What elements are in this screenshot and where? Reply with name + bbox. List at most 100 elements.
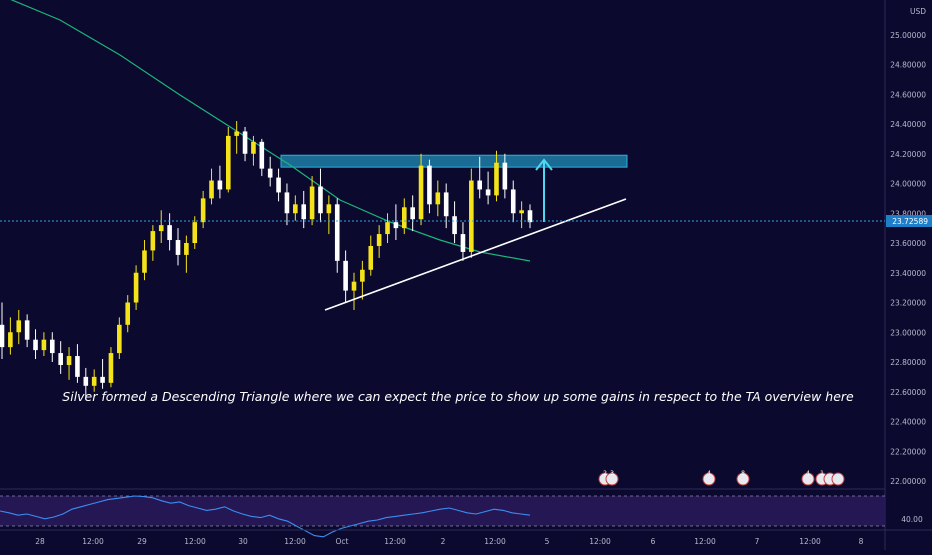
candle-body [267,168,273,178]
moving-average-layer [10,0,531,262]
candle-body [209,180,214,199]
time-tick-label: 12:00 [694,537,716,546]
candle-body [200,198,206,223]
price-tick-label: 22.40000 [890,418,926,427]
price-axis-background [885,0,932,550]
candle-body [192,222,198,243]
event-badge-count: 4 [806,470,810,477]
rsi-level-label: 40.00 [901,515,923,524]
candle-body [527,210,533,223]
event-badge[interactable] [831,472,845,486]
candle-body [259,141,265,169]
candle-body [443,192,449,217]
candle-body [376,234,382,246]
candle-body [234,131,239,136]
time-axis[interactable]: 28 12:00 29 12:00 30 12:00 Oct 12:00 2 12:00 5 12:0… [0,529,932,546]
candle-body [251,141,256,154]
candle-body [301,204,307,220]
candle-body [452,216,457,235]
candle-body [41,339,47,351]
current-price-layer: 23.72589 [0,215,932,227]
candle-body [326,204,332,214]
time-tick-label: 28 [35,537,45,546]
current-price-tag [886,215,932,227]
candle-body [460,234,466,252]
candle-body [225,135,231,190]
current-price-label: 23.72589 [892,217,928,226]
candle-body [418,165,424,220]
resistance-zone-layer [280,154,628,168]
candle-body [133,272,139,303]
time-tick-label: 12:00 [589,537,611,546]
rsi-line [0,495,531,538]
time-tick-label: 12:00 [484,537,506,546]
candle-body [8,332,13,348]
event-badge[interactable] [702,472,716,486]
candle-body [410,207,415,220]
time-tick-label: 6 [651,537,656,546]
candle-body [360,269,365,282]
candle-body [393,222,399,229]
candle-body [142,250,147,273]
candle-body [309,186,315,220]
time-tick-label: Oct [336,537,349,546]
time-tick-label: 29 [137,537,147,546]
candle-body [510,189,516,214]
event-badge[interactable] [801,472,815,486]
candle-body [16,320,22,333]
event-badge-count: 1 [820,470,824,477]
price-tick-label: 23.20000 [890,299,926,308]
candle-body [66,356,72,365]
candle-body [519,210,524,214]
candle-body [49,339,55,354]
price-tick-label: 24.80000 [890,61,926,70]
candle-body [100,376,105,383]
event-badge[interactable] [605,472,619,486]
time-tick-label: 7 [755,537,760,546]
currency-label: USD [910,7,926,16]
support-trendline [324,198,627,311]
candle-body [125,302,131,325]
price-tick-label: 24.00000 [890,180,926,189]
candle-body [0,324,5,348]
candle-body [293,204,298,214]
candle-body [83,376,89,386]
price-tick-label: 22.00000 [890,477,926,486]
price-tick-label: 23.00000 [890,328,926,337]
moving-average-line [10,0,531,262]
time-tick-label: 12:00 [284,537,306,546]
candles-layer [0,121,533,400]
candle-body [184,243,189,255]
price-tick-label: 25.00000 [890,31,926,40]
candle-body [242,131,248,154]
time-tick-label: 12:00 [384,537,406,546]
price-axis[interactable]: 22.00000 22.20000 22.40000 22.60000 22.80000… [884,0,932,550]
event-badge-count: 2 [603,470,607,477]
time-tick-label: 12:00 [799,537,821,546]
candle-body [351,281,357,291]
candle-body [158,225,164,232]
price-tick-label: 22.20000 [890,447,926,456]
candle-body [485,189,491,196]
candle-body [24,320,30,340]
candle-body [117,324,122,354]
time-tick-label: 5 [545,537,550,546]
resistance-zone [280,154,628,168]
price-tick-label: 24.40000 [890,120,926,129]
time-tick-label: 8 [859,537,864,546]
drawings-layer [324,158,627,311]
rsi-pane: 40.00 [0,488,923,538]
candle-body [368,245,374,270]
price-tick-label: 23.60000 [890,239,926,248]
rsi-band [0,496,885,526]
candle-body [427,165,432,205]
event-badge[interactable] [736,472,750,486]
event-badge-count: 8 [741,470,745,477]
candle-body [58,353,63,365]
price-tick-label: 22.80000 [890,358,926,367]
candle-body [385,222,390,235]
price-tick-label: 23.80000 [890,209,926,218]
